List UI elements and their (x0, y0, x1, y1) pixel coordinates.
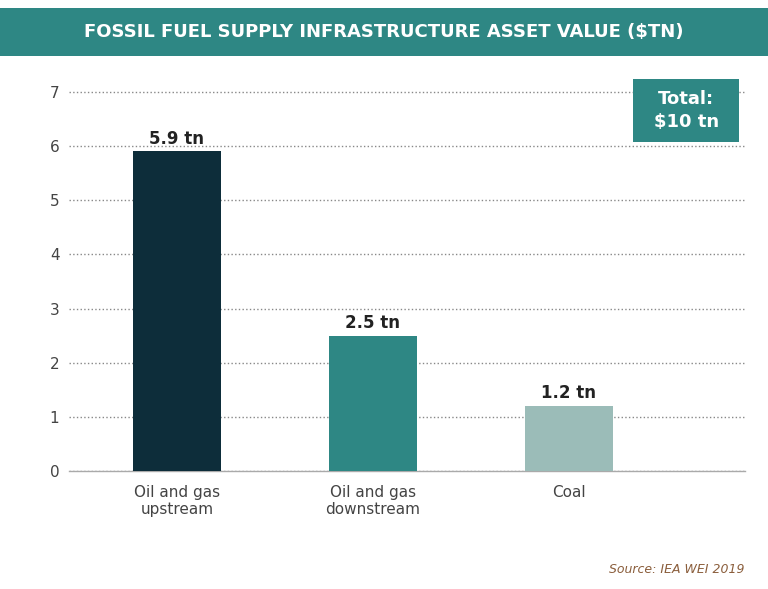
Text: FOSSIL FUEL SUPPLY INFRASTRUCTURE ASSET VALUE ($TN): FOSSIL FUEL SUPPLY INFRASTRUCTURE ASSET … (84, 23, 684, 41)
Text: 5.9 tn: 5.9 tn (149, 130, 204, 148)
FancyBboxPatch shape (634, 80, 739, 142)
Bar (133, 151, 221, 471)
Bar (525, 406, 613, 471)
Bar (329, 336, 417, 471)
Text: 1.2 tn: 1.2 tn (541, 385, 596, 402)
Text: Source: IEA WEI 2019: Source: IEA WEI 2019 (610, 563, 745, 576)
Text: 2.5 tn: 2.5 tn (346, 314, 400, 332)
Text: Total:
$10 tn: Total: $10 tn (654, 90, 719, 131)
